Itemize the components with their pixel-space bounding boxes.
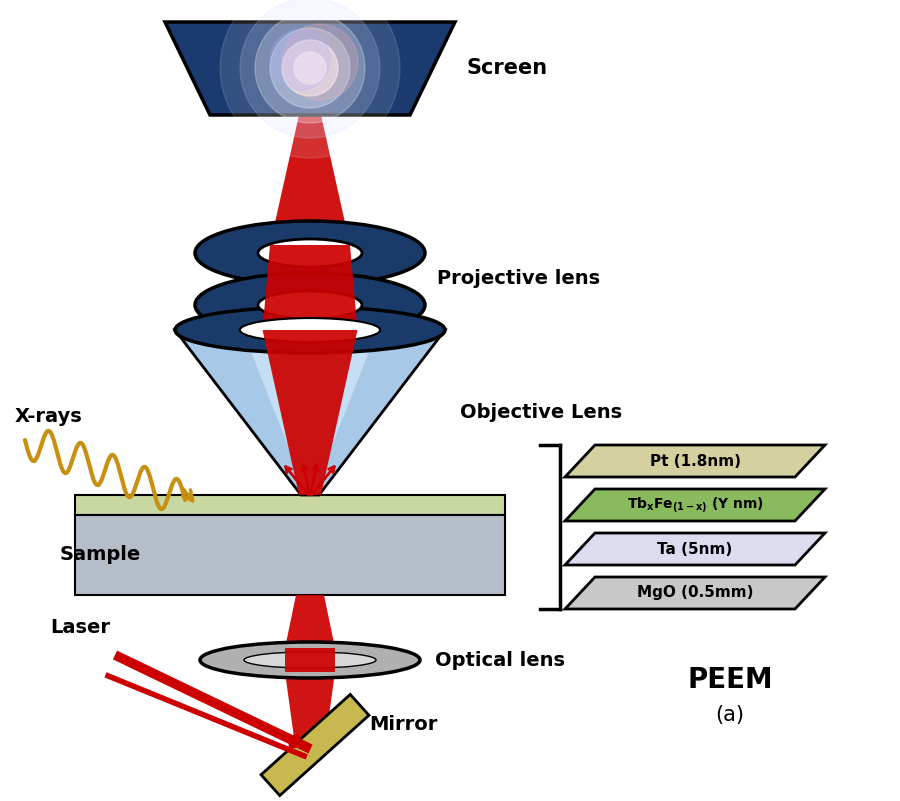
- Circle shape: [255, 13, 365, 123]
- Polygon shape: [263, 330, 357, 495]
- Polygon shape: [285, 648, 335, 672]
- Circle shape: [282, 40, 338, 96]
- Text: X-rays: X-rays: [15, 407, 83, 426]
- Polygon shape: [285, 595, 335, 648]
- Polygon shape: [565, 533, 825, 565]
- Circle shape: [270, 30, 330, 90]
- Polygon shape: [285, 672, 335, 745]
- Circle shape: [294, 52, 326, 84]
- Circle shape: [282, 24, 358, 100]
- Circle shape: [220, 0, 400, 158]
- Ellipse shape: [200, 642, 420, 678]
- Text: Ta (5nm): Ta (5nm): [657, 541, 733, 557]
- Polygon shape: [263, 245, 357, 330]
- Text: $\mathbf{Tb_xFe_{(1-x)}}$ (Y nm): $\mathbf{Tb_xFe_{(1-x)}}$ (Y nm): [626, 495, 763, 515]
- Ellipse shape: [239, 318, 380, 342]
- Text: Pt (1.8nm): Pt (1.8nm): [650, 453, 741, 469]
- Polygon shape: [261, 694, 369, 795]
- Polygon shape: [75, 495, 505, 515]
- Circle shape: [240, 0, 380, 138]
- Polygon shape: [175, 330, 445, 495]
- Polygon shape: [565, 489, 825, 521]
- Text: (a): (a): [716, 705, 744, 725]
- Polygon shape: [165, 22, 455, 115]
- Ellipse shape: [195, 221, 425, 285]
- Text: MgO (0.5mm): MgO (0.5mm): [637, 586, 753, 601]
- Text: Screen: Screen: [467, 58, 548, 78]
- Text: Projective lens: Projective lens: [437, 269, 600, 288]
- Text: Objective Lens: Objective Lens: [460, 402, 622, 421]
- Ellipse shape: [195, 273, 425, 337]
- Polygon shape: [270, 115, 350, 245]
- Polygon shape: [565, 445, 825, 477]
- Polygon shape: [75, 515, 505, 595]
- Circle shape: [270, 28, 350, 108]
- Text: PEEM: PEEM: [688, 666, 773, 694]
- Text: Sample: Sample: [60, 545, 141, 565]
- Text: Laser: Laser: [50, 618, 110, 637]
- Ellipse shape: [244, 652, 376, 668]
- Text: Optical lens: Optical lens: [435, 650, 565, 670]
- Polygon shape: [242, 330, 377, 495]
- Ellipse shape: [258, 239, 362, 267]
- Ellipse shape: [175, 307, 445, 353]
- Text: Mirror: Mirror: [370, 714, 438, 734]
- Ellipse shape: [258, 291, 362, 319]
- Polygon shape: [565, 577, 825, 609]
